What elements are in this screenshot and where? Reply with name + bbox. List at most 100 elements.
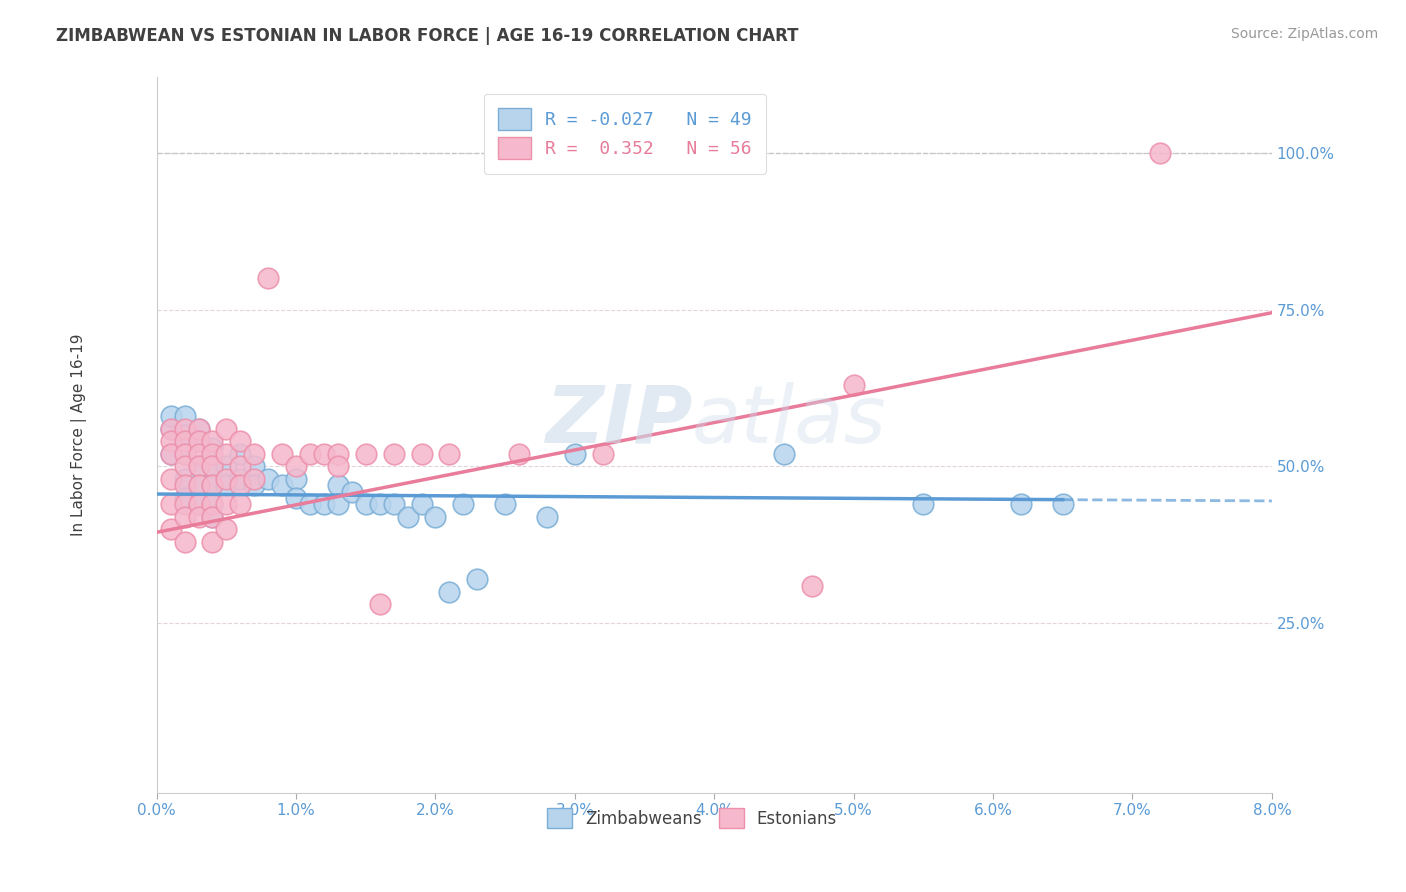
Point <box>229 472 252 486</box>
Point <box>312 497 335 511</box>
Point <box>326 497 349 511</box>
Point <box>215 497 238 511</box>
Point <box>215 472 238 486</box>
Point <box>159 472 181 486</box>
Point <box>173 428 195 442</box>
Point <box>173 497 195 511</box>
Point <box>159 447 181 461</box>
Point <box>299 497 322 511</box>
Point <box>354 447 377 461</box>
Point <box>229 447 252 461</box>
Point <box>536 509 558 524</box>
Point <box>187 459 209 474</box>
Text: ZIMBABWEAN VS ESTONIAN IN LABOR FORCE | AGE 16-19 CORRELATION CHART: ZIMBABWEAN VS ESTONIAN IN LABOR FORCE | … <box>56 27 799 45</box>
Point <box>159 422 181 436</box>
Point <box>368 598 391 612</box>
Point <box>1149 145 1171 160</box>
Point <box>187 422 209 436</box>
Point <box>173 447 195 461</box>
Point <box>1010 497 1032 511</box>
Point <box>187 509 209 524</box>
Point <box>187 422 209 436</box>
Point <box>173 472 195 486</box>
Point <box>257 271 280 285</box>
Point <box>842 377 865 392</box>
Legend: Zimbabweans, Estonians: Zimbabweans, Estonians <box>540 802 844 834</box>
Point <box>285 491 308 505</box>
Point <box>173 422 195 436</box>
Point <box>201 459 224 474</box>
Point <box>271 478 294 492</box>
Point <box>173 409 195 424</box>
Point <box>201 478 224 492</box>
Point <box>187 478 209 492</box>
Point <box>187 434 209 449</box>
Point <box>173 534 195 549</box>
Point <box>173 447 195 461</box>
Point <box>285 459 308 474</box>
Text: ZIP: ZIP <box>544 382 692 459</box>
Point <box>243 447 266 461</box>
Point <box>173 459 195 474</box>
Point <box>215 422 238 436</box>
Point <box>312 447 335 461</box>
Point <box>285 472 308 486</box>
Point <box>368 497 391 511</box>
Point <box>215 522 238 536</box>
Point <box>201 478 224 492</box>
Point <box>465 572 488 586</box>
Point <box>201 497 224 511</box>
Point <box>439 585 461 599</box>
Point <box>173 491 195 505</box>
Point <box>439 447 461 461</box>
Point <box>215 447 238 461</box>
Point <box>271 447 294 461</box>
Point <box>453 497 475 511</box>
Point <box>215 459 238 474</box>
Point <box>201 534 224 549</box>
Point <box>257 472 280 486</box>
Point <box>159 497 181 511</box>
Point <box>173 434 195 449</box>
Point <box>396 509 419 524</box>
Point <box>912 497 935 511</box>
Point <box>159 522 181 536</box>
Point <box>187 447 209 461</box>
Point <box>326 447 349 461</box>
Point <box>494 497 516 511</box>
Point <box>508 447 530 461</box>
Point <box>243 478 266 492</box>
Point <box>173 509 195 524</box>
Point <box>326 459 349 474</box>
Point <box>201 509 224 524</box>
Point <box>382 497 405 511</box>
Point <box>201 434 224 449</box>
Point <box>340 484 363 499</box>
Point <box>382 447 405 461</box>
Point <box>425 509 447 524</box>
Point <box>229 497 252 511</box>
Point <box>229 478 252 492</box>
Point <box>215 478 238 492</box>
Point <box>243 459 266 474</box>
Point <box>159 447 181 461</box>
Point <box>173 478 195 492</box>
Point <box>592 447 614 461</box>
Point <box>159 434 181 449</box>
Point <box>229 459 252 474</box>
Point <box>1052 497 1074 511</box>
Point <box>201 497 224 511</box>
Text: Source: ZipAtlas.com: Source: ZipAtlas.com <box>1230 27 1378 41</box>
Point <box>187 497 209 511</box>
Point <box>159 422 181 436</box>
Point <box>201 509 224 524</box>
Point <box>187 459 209 474</box>
Point <box>354 497 377 511</box>
Point <box>201 459 224 474</box>
Point <box>800 579 823 593</box>
Point <box>159 409 181 424</box>
Point <box>187 478 209 492</box>
Point <box>201 447 224 461</box>
Point <box>187 497 209 511</box>
Point <box>201 441 224 455</box>
